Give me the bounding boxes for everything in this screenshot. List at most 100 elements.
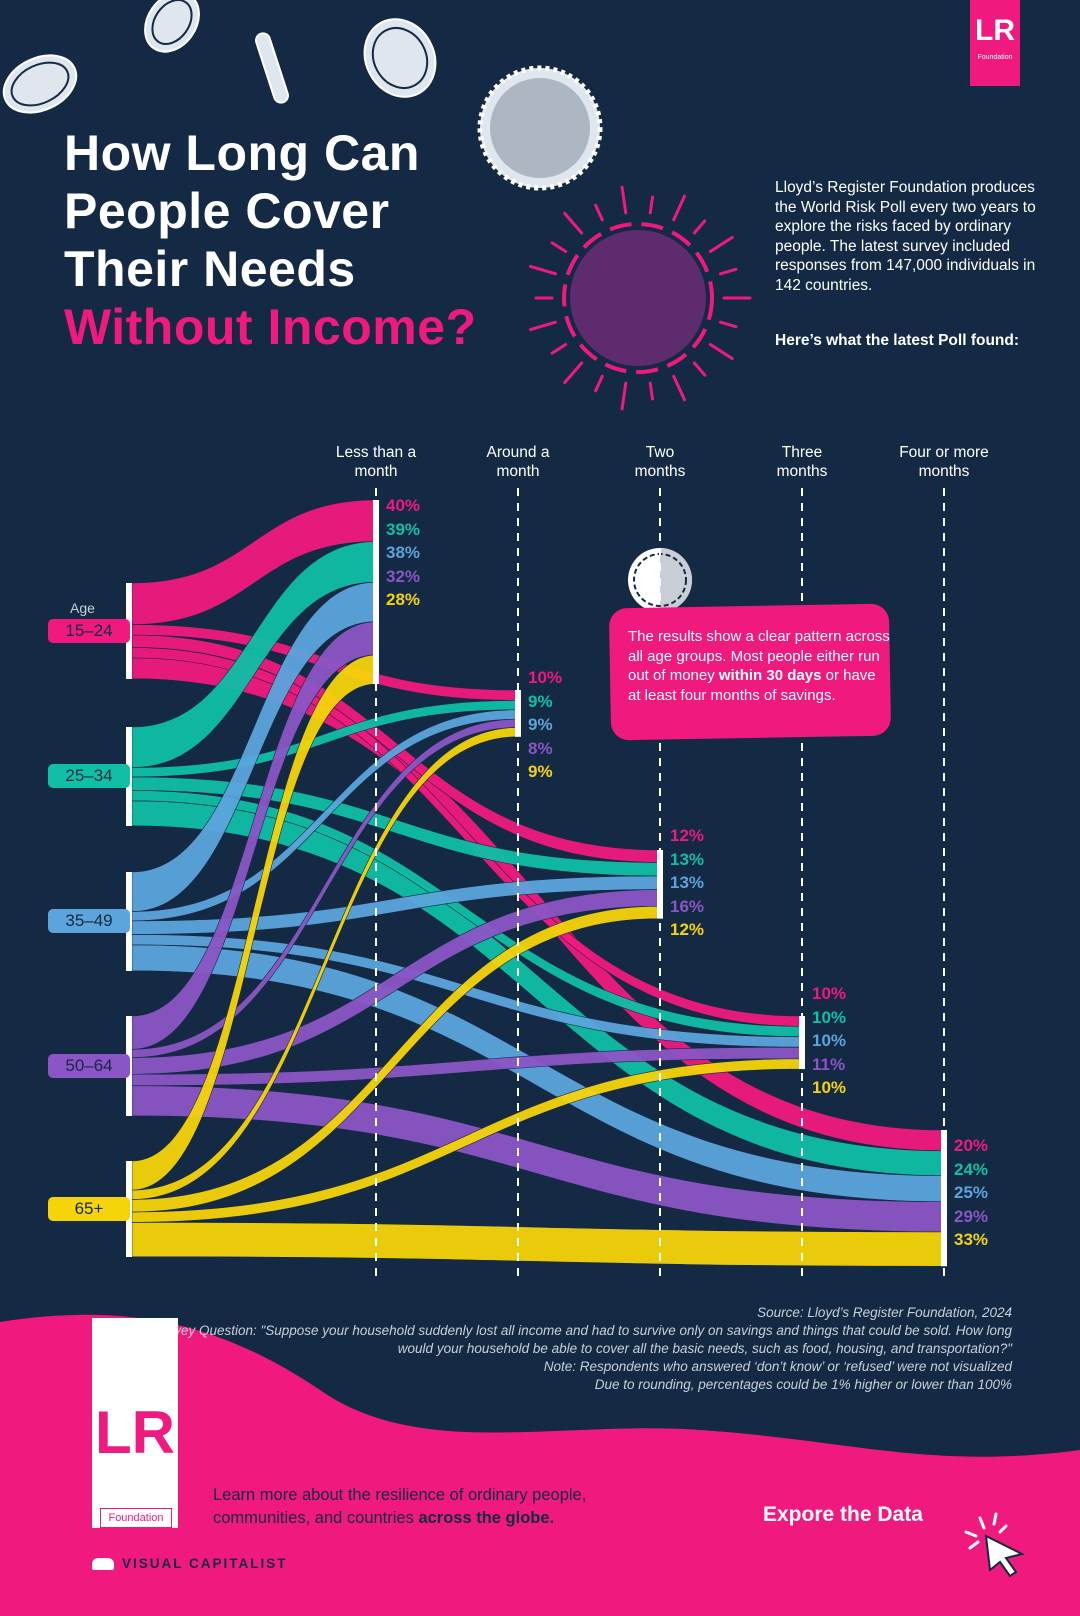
data-label: 13% [670, 849, 705, 869]
data-label: 39% [386, 519, 421, 539]
data-label: 25% [954, 1183, 989, 1202]
title-line: People Cover [64, 183, 390, 239]
age-axis-title: Age [70, 600, 95, 616]
sun-ray [594, 203, 604, 222]
sun-ray [550, 241, 568, 254]
footer-notes: Source: Lloyd’s Register Foundation, 202… [132, 1304, 1012, 1394]
vc-mark-icon [92, 1558, 114, 1571]
callout-text-a: The results show a clear pattern across … [628, 628, 890, 684]
coin-icon [2, 54, 78, 114]
learn-more-a: Learn more about the resilience of ordin… [213, 1486, 587, 1527]
sun-ray [692, 361, 707, 377]
lr-foundation-logo-top[interactable]: LR Foundation [970, 0, 1020, 86]
data-label: 11% [812, 1054, 846, 1074]
data-label: 10% [812, 1031, 847, 1050]
sun-ray [708, 342, 734, 361]
column-label-line: Around a [486, 444, 550, 461]
data-label: 9% [528, 715, 553, 734]
title-line: How Long Can [64, 125, 420, 181]
coin-icon [477, 65, 603, 191]
data-label: 8% [528, 738, 553, 758]
coin-icon [363, 18, 437, 98]
intro-text: Lloyd’s Register Foundation produces the… [775, 179, 1036, 294]
column-label: Three months [732, 443, 872, 481]
data-label: 40% [386, 496, 421, 515]
callout-highlight: within 30 days [718, 667, 822, 684]
age-label: 35–49 [48, 909, 130, 934]
data-label: 24% [954, 1159, 989, 1179]
data-label: 29% [954, 1206, 989, 1226]
data-label: 38% [386, 543, 421, 562]
data-label: 10% [528, 668, 563, 687]
sun-icon [529, 185, 752, 411]
title-line: Their Needs [64, 241, 356, 297]
data-label: 12% [670, 826, 705, 845]
page-title: How Long Can People Cover Their Needs Wi… [64, 124, 477, 356]
sankey-chart [131, 488, 947, 1282]
data-label: 33% [954, 1230, 989, 1249]
intro-cta: Here’s what the latest Poll found: [775, 332, 1020, 349]
age-label: 65+ [48, 1196, 130, 1221]
sun-ray [620, 381, 628, 411]
coin-icon [255, 32, 289, 104]
coin-icon [144, 0, 200, 53]
lr-logo-sub: Foundation [100, 1508, 172, 1528]
sun-ray [620, 185, 628, 215]
column-label-line: months [634, 463, 686, 480]
data-label: 16% [670, 896, 705, 916]
column-label: Four or more months [874, 443, 1014, 481]
destination-node [657, 850, 663, 919]
title-highlight: Without Income? [64, 299, 477, 355]
sun-ray [672, 374, 687, 402]
column-label: Two months [590, 443, 730, 481]
column-label: Around a month [448, 443, 588, 481]
flow-ribbon [131, 1222, 945, 1267]
data-label: 10% [812, 1078, 847, 1097]
sun-ray [563, 211, 584, 235]
column-label: Less than a month [306, 443, 446, 481]
column-label-line: month [496, 463, 540, 480]
sun-ray [672, 194, 687, 222]
learn-more-text: Learn more about the resilience of ordin… [213, 1484, 653, 1530]
sun-ray [529, 320, 557, 332]
column-label-line: month [354, 463, 398, 480]
destination-node [799, 1016, 805, 1070]
callout-text-c: or have at least four months of savings. [628, 667, 876, 704]
age-label: 25–34 [48, 764, 130, 789]
sun-ray [708, 235, 734, 254]
age-label: 50–64 [48, 1053, 130, 1078]
sun-ray [648, 381, 655, 401]
sun-ray [648, 195, 655, 215]
data-label: 28% [386, 590, 421, 609]
data-label: 13% [670, 873, 705, 892]
column-label-line: months [918, 463, 970, 480]
lr-logo-letters: LR [95, 1399, 175, 1466]
column-label-line: months [776, 463, 828, 480]
data-label: 10% [812, 1007, 847, 1027]
sun-ray [550, 342, 568, 355]
data-label: 9% [528, 762, 553, 781]
sun-ray [692, 219, 707, 235]
sun-ray [529, 264, 557, 276]
data-label: 32% [386, 566, 421, 586]
vc-wordmark: VISUAL CAPITALIST [122, 1556, 288, 1571]
learn-more-highlight: across the globe. [418, 1509, 555, 1527]
data-label: 9% [528, 691, 553, 711]
data-label: 10% [812, 984, 847, 1003]
sun-ray [563, 361, 584, 385]
column-label-line: Less than a [335, 444, 417, 461]
lr-logo-sub: Foundation [977, 54, 1013, 61]
visual-capitalist-logo[interactable]: VISUAL CAPITALIST [92, 1556, 288, 1571]
destination-node [515, 690, 521, 737]
cursor-click-icon [964, 1512, 1025, 1578]
destination-node [373, 500, 379, 685]
survey-question: Survey Question: "Suppose your household… [153, 1323, 1012, 1356]
column-label-line: Four or more [899, 444, 989, 461]
rounding-note: Due to rounding, percentages could be 1%… [594, 1377, 1012, 1392]
column-label-line: Two [645, 444, 675, 461]
sun-ray [719, 267, 738, 276]
sun-ray [594, 374, 604, 393]
callout-text: The results show a clear pattern across … [628, 627, 890, 705]
lr-logo-letters: LR [975, 14, 1015, 47]
lr-foundation-logo-bottom[interactable]: LR [92, 1318, 178, 1528]
